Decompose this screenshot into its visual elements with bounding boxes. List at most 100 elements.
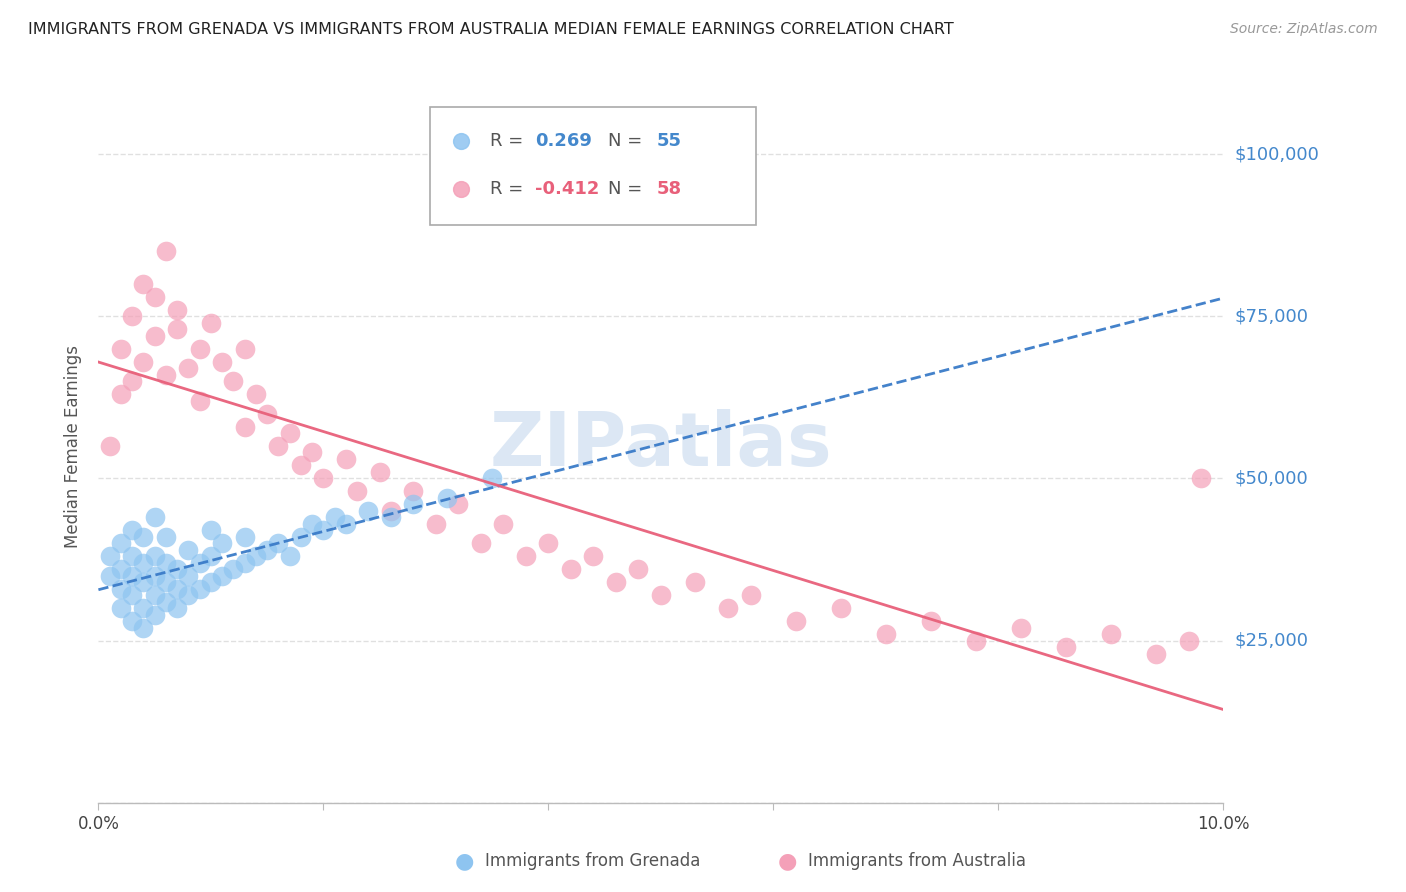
- Point: [121, 568, 143, 582]
- Text: Source: ZipAtlas.com: Source: ZipAtlas.com: [1230, 22, 1378, 37]
- Point: [222, 562, 245, 576]
- Point: [121, 374, 143, 388]
- Point: [110, 562, 132, 576]
- Point: [278, 549, 301, 564]
- Point: [132, 621, 155, 635]
- Point: [211, 568, 233, 582]
- Text: ZIPatlas: ZIPatlas: [489, 409, 832, 483]
- Point: [447, 497, 470, 511]
- Text: R =: R =: [489, 132, 529, 150]
- Point: [188, 393, 211, 408]
- Point: [155, 556, 177, 570]
- Point: [166, 322, 188, 336]
- Point: [155, 595, 177, 609]
- Point: [166, 582, 188, 596]
- Point: [717, 601, 740, 615]
- Text: ●: ●: [778, 851, 797, 871]
- Point: [110, 536, 132, 550]
- Point: [560, 562, 582, 576]
- Text: 0.269: 0.269: [534, 132, 592, 150]
- Point: [312, 471, 335, 485]
- Point: [290, 530, 312, 544]
- Point: [323, 510, 346, 524]
- Point: [346, 484, 368, 499]
- Point: [740, 588, 762, 602]
- Point: [200, 316, 222, 330]
- Point: [312, 524, 335, 538]
- Point: [233, 556, 256, 570]
- Point: [335, 452, 357, 467]
- Point: [188, 582, 211, 596]
- Point: [650, 588, 672, 602]
- Point: [177, 542, 200, 557]
- Point: [98, 439, 121, 453]
- Point: [683, 575, 706, 590]
- Point: [166, 302, 188, 317]
- Point: [436, 491, 458, 505]
- Point: [121, 310, 143, 324]
- Text: -0.412: -0.412: [534, 180, 599, 198]
- Point: [211, 536, 233, 550]
- Point: [200, 575, 222, 590]
- Text: 55: 55: [657, 132, 682, 150]
- Point: [830, 601, 852, 615]
- Point: [1010, 621, 1032, 635]
- Point: [143, 328, 166, 343]
- Point: [222, 374, 245, 388]
- Point: [143, 588, 166, 602]
- Point: [492, 516, 515, 531]
- Point: [785, 614, 807, 628]
- Point: [143, 568, 166, 582]
- Point: [425, 516, 447, 531]
- Point: [256, 407, 278, 421]
- Text: ●: ●: [454, 851, 474, 871]
- Point: [143, 510, 166, 524]
- Point: [290, 458, 312, 473]
- Text: 58: 58: [657, 180, 682, 198]
- Text: R =: R =: [489, 180, 529, 198]
- Point: [1054, 640, 1077, 654]
- Text: N =: N =: [607, 180, 648, 198]
- Text: N =: N =: [607, 132, 648, 150]
- Point: [368, 465, 391, 479]
- Y-axis label: Median Female Earnings: Median Female Earnings: [65, 344, 83, 548]
- Point: [121, 614, 143, 628]
- Point: [98, 549, 121, 564]
- Point: [233, 530, 256, 544]
- Point: [245, 549, 267, 564]
- Point: [143, 549, 166, 564]
- Point: [110, 387, 132, 401]
- Point: [515, 549, 537, 564]
- Point: [110, 601, 132, 615]
- Point: [481, 471, 503, 485]
- Point: [155, 575, 177, 590]
- Text: IMMIGRANTS FROM GRENADA VS IMMIGRANTS FROM AUSTRALIA MEDIAN FEMALE EARNINGS CORR: IMMIGRANTS FROM GRENADA VS IMMIGRANTS FR…: [28, 22, 953, 37]
- Text: $75,000: $75,000: [1234, 307, 1309, 326]
- Point: [188, 556, 211, 570]
- Point: [233, 342, 256, 356]
- Point: [335, 516, 357, 531]
- Point: [98, 568, 121, 582]
- Point: [267, 439, 290, 453]
- Point: [267, 536, 290, 550]
- Point: [155, 244, 177, 259]
- Point: [470, 536, 492, 550]
- Point: [380, 504, 402, 518]
- Point: [537, 536, 560, 550]
- Point: [582, 549, 605, 564]
- Point: [132, 601, 155, 615]
- Point: [110, 582, 132, 596]
- Point: [278, 425, 301, 440]
- Point: [121, 524, 143, 538]
- Text: $100,000: $100,000: [1234, 145, 1319, 163]
- Point: [402, 484, 425, 499]
- Point: [245, 387, 267, 401]
- Point: [627, 562, 650, 576]
- Text: Immigrants from Grenada: Immigrants from Grenada: [485, 852, 700, 870]
- Point: [132, 530, 155, 544]
- Point: [121, 549, 143, 564]
- Point: [875, 627, 897, 641]
- Point: [132, 277, 155, 291]
- Point: [132, 354, 155, 368]
- Point: [132, 556, 155, 570]
